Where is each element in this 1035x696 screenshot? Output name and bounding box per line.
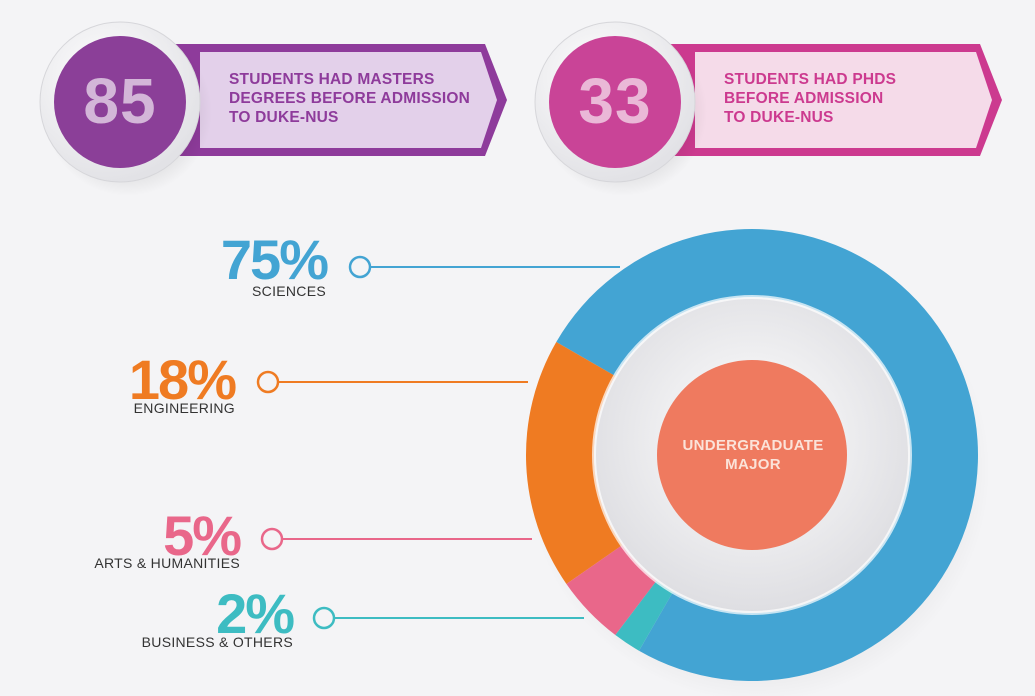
stat2-number: 33 [578,65,652,137]
donut-inner-edge [592,295,912,615]
stat1-badge-circle [54,36,186,168]
arts-percent: 5% [163,504,242,567]
stat1-banner-inner [200,52,497,148]
stat2-banner-inner [695,52,992,148]
center-label: UNDERGRADUATE MAJOR [682,437,824,473]
donut-slice-engineering [525,342,623,584]
leader-lines [256,255,620,630]
arts-label: ARTS & HUMANITIES [94,555,240,571]
leader-marker-business [312,606,336,630]
donut-slice-sciences [556,228,978,682]
sciences-label: SCIENCES [252,283,326,299]
stat1-text: STUDENTS HAD MASTERS DEGREES BEFORE ADMI… [229,71,471,126]
donut-chart [525,228,978,682]
stat2-badge-circle [549,36,681,168]
sciences-percent: 75% [220,228,329,291]
stat2-text: STUDENTS HAD PHDS BEFORE ADMISSION TO DU… [724,71,897,126]
business-percent: 2% [216,582,295,645]
leader-marker-arts [260,527,284,551]
leader-marker-sciences [348,255,372,279]
donut-center [657,360,847,550]
engineering-label: ENGINEERING [133,400,235,416]
business-label: BUSINESS & OTHERS [141,634,293,650]
donut-slice-business [615,580,673,651]
engineering-percent: 18% [128,348,237,411]
leader-marker-engineering [256,370,280,394]
donut-slice-arts [566,545,657,636]
stat1-number: 85 [83,65,157,137]
